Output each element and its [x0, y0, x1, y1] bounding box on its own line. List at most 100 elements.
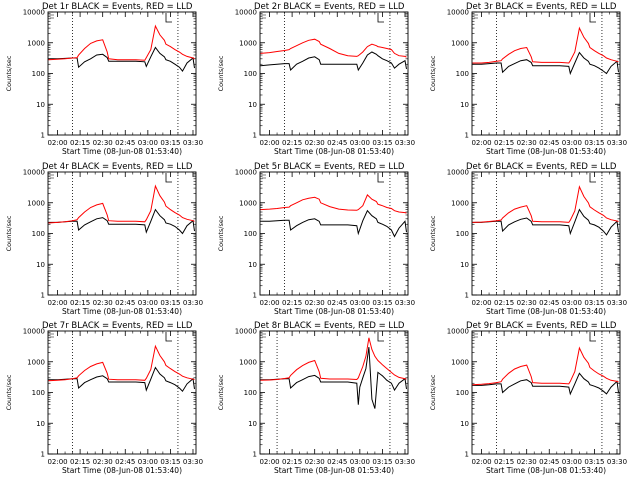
corner-marker — [589, 13, 596, 23]
y-tick-label: 1000 — [451, 199, 469, 207]
y-tick-label: 10000 — [447, 169, 469, 177]
x-tick-label: 02:30 — [93, 299, 113, 307]
lld-series-line — [472, 185, 619, 223]
panel-title: Det 2r BLACK = Events, RED = LLD — [254, 2, 405, 12]
x-tick-label: 02:45 — [539, 458, 559, 466]
x-axis-label: Start Time (08-Jun-08 01:53:40) — [62, 147, 182, 156]
y-tick-label: 100 — [456, 389, 469, 397]
y-tick-label: 10 — [460, 261, 469, 269]
x-tick-label: 03:00 — [138, 458, 158, 466]
y-tick-label: 1 — [465, 132, 469, 140]
y-axis-label: Counts/sec — [429, 55, 437, 91]
events-series-line — [48, 208, 195, 235]
x-tick-label: 02:00 — [259, 139, 279, 147]
x-tick-label: 03:00 — [138, 139, 158, 147]
x-tick-label: 03:00 — [562, 139, 582, 147]
panel-title: Det 8r BLACK = Events, RED = LLD — [254, 321, 405, 331]
x-tick-label: 03:15 — [584, 458, 604, 466]
x-tick-label: 02:00 — [259, 458, 279, 466]
detector-panel-5: Det 5r BLACK = Events, RED = LLD Counts/s… — [217, 162, 415, 316]
y-tick-label: 1000 — [239, 199, 257, 207]
corner-marker-left — [50, 14, 54, 19]
y-tick-label: 10 — [36, 420, 45, 428]
x-tick-label: 02:30 — [93, 139, 113, 147]
detector-panel-6: Det 6r BLACK = Events, RED = LLD Counts/s… — [429, 162, 627, 316]
panel-title: Det 4r BLACK = Events, RED = LLD — [42, 162, 193, 172]
events-series-line — [48, 366, 195, 393]
plot-frame — [471, 11, 621, 136]
x-tick-label: 03:15 — [372, 139, 392, 147]
detector-panel-9: Det 9r BLACK = Events, RED = LLD Counts/s… — [429, 321, 627, 475]
y-tick-label: 100 — [32, 230, 45, 238]
corner-marker-left — [262, 174, 266, 179]
y-tick-label: 10 — [460, 420, 469, 428]
detector-panel-1: Det 1r BLACK = Events, RED = LLD Counts/s… — [5, 2, 203, 156]
events-series-line — [260, 51, 407, 72]
corner-marker — [589, 173, 596, 183]
x-tick-label: 02:45 — [539, 299, 559, 307]
x-tick-label: 03:00 — [350, 458, 370, 466]
x-tick-label: 03:00 — [562, 458, 582, 466]
y-tick-label: 1 — [253, 451, 257, 459]
lld-series-line — [260, 38, 407, 58]
panel-title: Det 5r BLACK = Events, RED = LLD — [254, 162, 405, 172]
detector-panel-3: Det 3r BLACK = Events, RED = LLD Counts/s… — [429, 2, 627, 156]
x-tick-label: 03:00 — [562, 299, 582, 307]
y-tick-label: 100 — [32, 70, 45, 78]
detector-panel-4: Det 4r BLACK = Events, RED = LLD Counts/s… — [5, 162, 203, 316]
panel-title: Det 6r BLACK = Events, RED = LLD — [466, 162, 617, 172]
x-tick-label: 02:15 — [494, 139, 514, 147]
x-tick-label: 02:00 — [471, 299, 491, 307]
y-tick-label: 100 — [32, 389, 45, 397]
x-tick-label: 02:15 — [282, 299, 302, 307]
x-tick-label: 02:30 — [93, 458, 113, 466]
corner-marker — [377, 173, 384, 183]
x-tick-label: 02:15 — [282, 139, 302, 147]
events-series-line — [48, 46, 195, 72]
y-tick-label: 100 — [456, 70, 469, 78]
x-tick-label: 03:30 — [395, 299, 415, 307]
x-tick-label: 02:45 — [115, 139, 135, 147]
y-tick-label: 1000 — [451, 358, 469, 366]
x-tick-label: 03:30 — [607, 299, 627, 307]
lld-series-line — [472, 26, 619, 64]
y-tick-label: 10000 — [23, 328, 45, 336]
events-series-line — [472, 208, 619, 236]
x-tick-label: 03:15 — [584, 299, 604, 307]
y-tick-label: 1000 — [27, 199, 45, 207]
x-tick-label: 03:30 — [183, 458, 203, 466]
y-axis-label: Counts/sec — [217, 215, 225, 251]
y-tick-label: 10 — [248, 101, 257, 109]
x-tick-label: 03:15 — [160, 458, 180, 466]
y-tick-label: 1 — [41, 132, 45, 140]
corner-marker — [377, 332, 384, 342]
events-series-line — [472, 51, 619, 76]
events-series-line — [260, 347, 407, 409]
y-tick-label: 10 — [36, 101, 45, 109]
x-tick-label: 02:15 — [494, 458, 514, 466]
y-tick-label: 10000 — [235, 328, 257, 336]
corner-marker — [165, 13, 172, 23]
x-tick-label: 02:00 — [47, 139, 67, 147]
plot-frame — [471, 330, 621, 455]
plot-frame — [47, 171, 197, 296]
x-tick-label: 02:30 — [305, 458, 325, 466]
y-axis-label: Counts/sec — [217, 374, 225, 410]
y-tick-label: 100 — [244, 230, 257, 238]
y-tick-label: 10 — [248, 261, 257, 269]
y-tick-label: 1000 — [27, 358, 45, 366]
x-tick-label: 03:30 — [395, 139, 415, 147]
plot-frame — [259, 11, 409, 136]
lld-series-line — [48, 344, 195, 382]
panel-title: Det 3r BLACK = Events, RED = LLD — [466, 2, 617, 12]
x-tick-label: 02:00 — [259, 299, 279, 307]
x-tick-label: 02:30 — [517, 458, 537, 466]
detector-panel-8: Det 8r BLACK = Events, RED = LLD Counts/s… — [217, 321, 415, 475]
lld-series-line — [260, 337, 407, 381]
x-axis-label: Start Time (08-Jun-08 01:53:40) — [274, 147, 394, 156]
corner-marker — [165, 173, 172, 183]
x-tick-label: 02:15 — [70, 458, 90, 466]
x-tick-label: 03:00 — [350, 139, 370, 147]
y-axis-label: Counts/sec — [5, 55, 13, 91]
